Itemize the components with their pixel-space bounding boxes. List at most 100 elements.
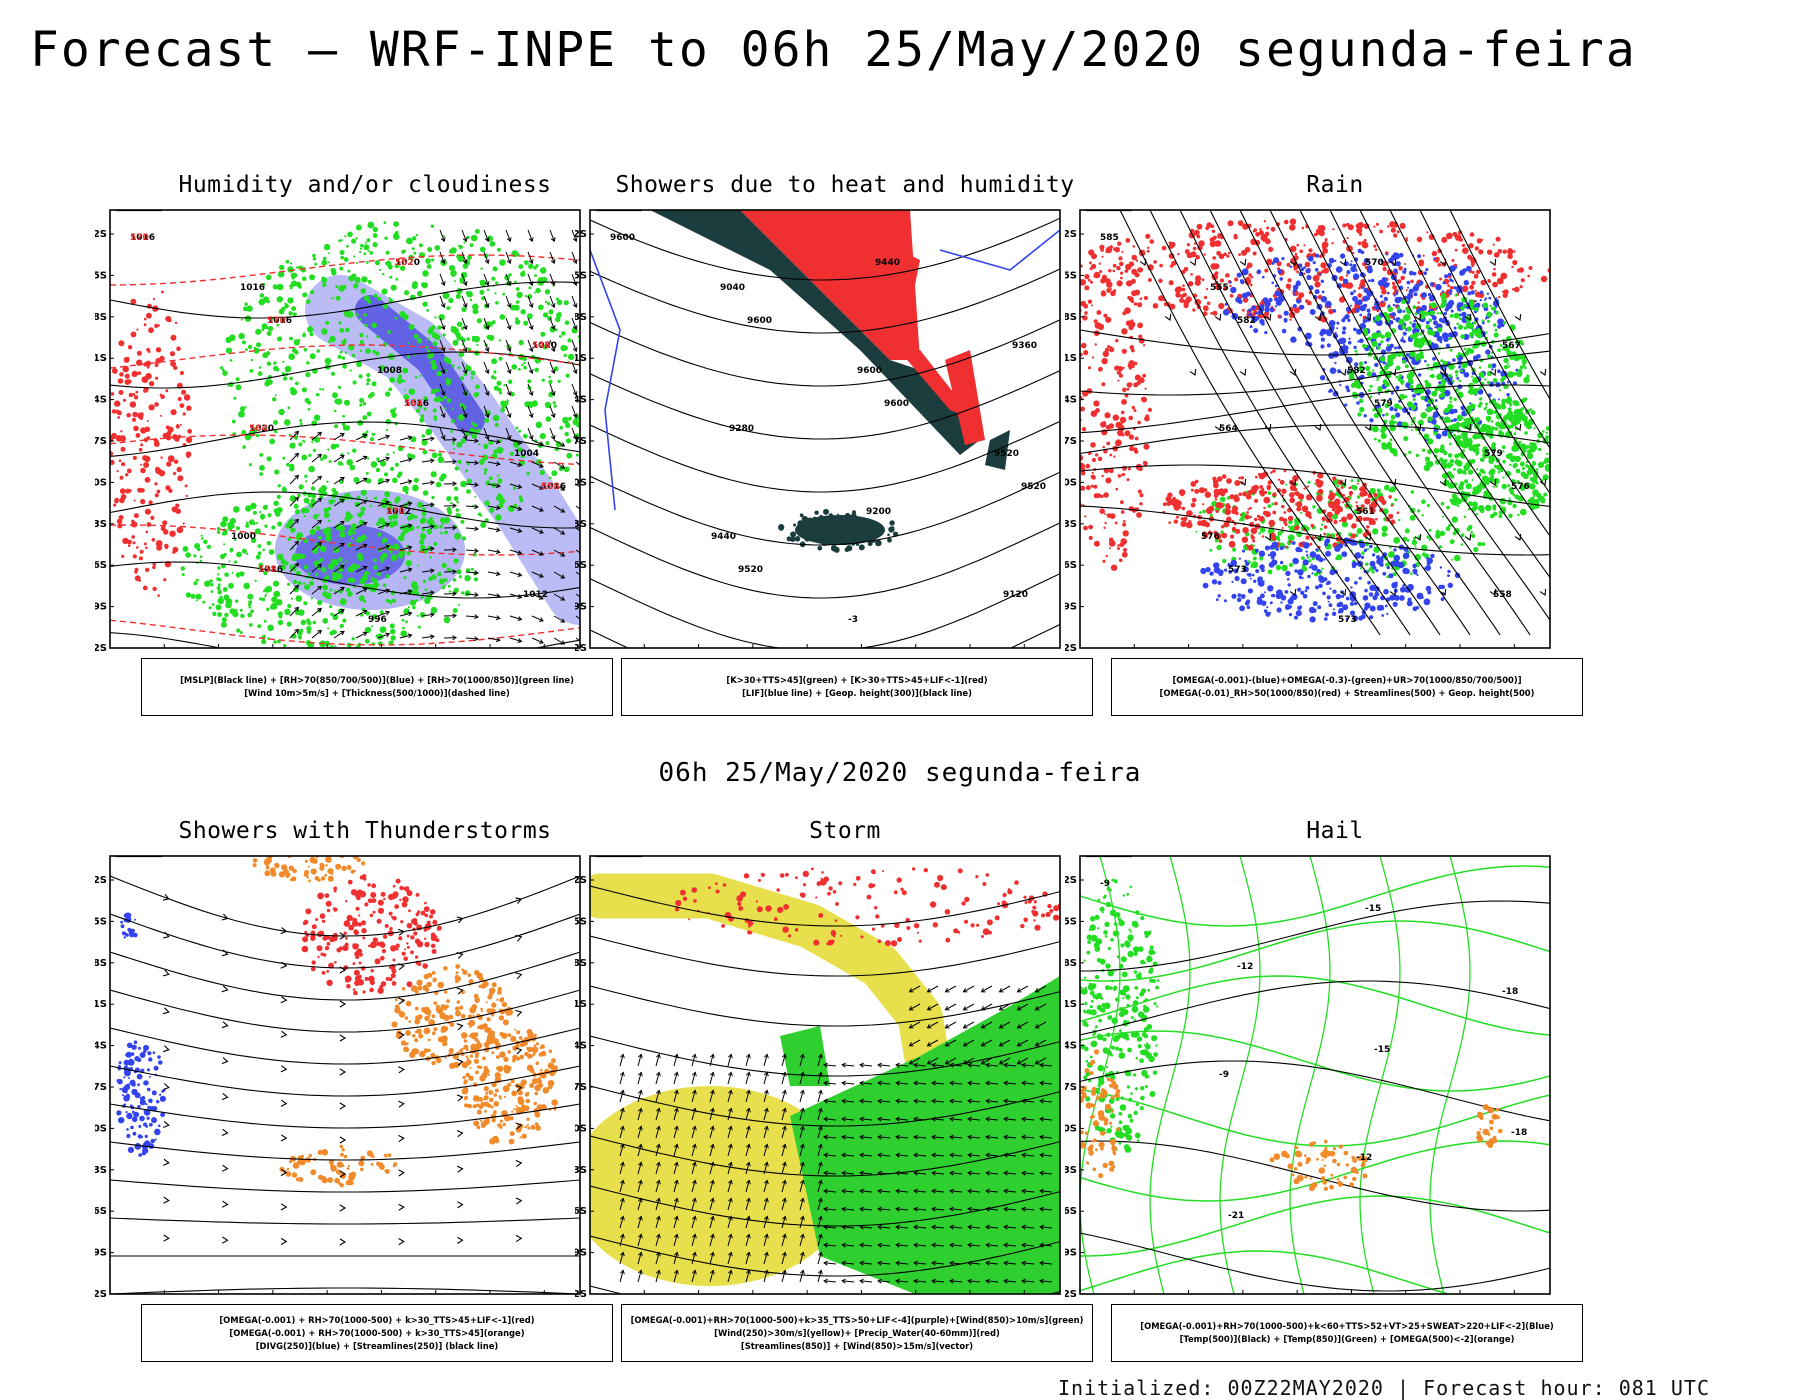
humidity-contour-label: 1004 — [514, 449, 539, 459]
lat-tick-label: 33S — [575, 519, 587, 530]
legend-line: [Wind 10m>5m/s] + [Thickness(500/1000)](… — [244, 688, 510, 698]
lat-tick-label: 24S — [95, 1041, 107, 1052]
rain-contour-label: 570 — [1365, 258, 1384, 268]
legend-line: [K>30+TTS>45](green) + [K>30+TTS>45+LIF<… — [726, 675, 988, 685]
lat-tick-label: 15S — [1065, 270, 1077, 281]
legend-line: [MSLP](Black line) + [RH>70(850/700/500)… — [180, 675, 574, 685]
lat-tick-label: 33S — [95, 519, 107, 530]
lat-tick-label: 27S — [575, 436, 587, 447]
map-thunder: 12S15S18S21S24S27S30S33S36S39S42S70W65W6… — [95, 855, 581, 1298]
hail-contour-label: -12 — [1237, 962, 1253, 972]
hail-contour-label: -9 — [1100, 879, 1110, 889]
lat-tick-label: 21S — [95, 999, 107, 1010]
lat-tick-label: 12S — [1065, 875, 1077, 886]
panel-title: Humidity and/or cloudiness — [178, 172, 552, 198]
lat-tick-label: 39S — [95, 1248, 107, 1259]
hail-contour-label: -15 — [1374, 1045, 1390, 1055]
lat-tick-label: 30S — [575, 1123, 587, 1134]
legend-line: [Streamlines(850)] + [Wind(850)>15m/s](v… — [740, 1340, 974, 1351]
lat-tick-label: 27S — [575, 1082, 587, 1093]
humidity-contour-label: 1020 — [532, 341, 557, 351]
lat-tick-label: 42S — [1065, 1289, 1077, 1298]
panel-legend: [OMEGA(-0.001)+RH>70(1000-500)+k>35_TTS>… — [621, 1304, 1093, 1362]
panel-legend: [K>30+TTS>45](green) + [K>30+TTS>45+LIF<… — [621, 658, 1093, 716]
humidity-contour-label: 1016 — [258, 565, 283, 575]
rain-contour-label: 582 — [1237, 316, 1256, 326]
humidity-thickness-contour-label: 564 — [249, 424, 268, 434]
panel-rain: 585 582 579 576 573 570 567 564 561 558 555 582 579 5… — [1065, 172, 1605, 732]
rain-contour-label: 573 — [1338, 615, 1357, 625]
panel-title: Showers due to heat and humidity — [615, 172, 1075, 198]
showers-contour-label: 9600 — [747, 316, 772, 326]
showers-contour-label: 9040 — [720, 283, 745, 293]
lat-tick-label: 39S — [95, 602, 107, 613]
lat-tick-label: 12S — [575, 875, 587, 886]
lat-tick-label: 15S — [95, 916, 107, 927]
panel-showers: 9600 9600 9600 9520 9520 9440 9360 9280 9200 9120… — [575, 172, 1115, 732]
rain-contour-label: 576 — [1511, 482, 1530, 492]
panel-title: Rain — [1306, 172, 1364, 198]
lat-tick-label: 39S — [575, 602, 587, 613]
panel-legend: [OMEGA(-0.001) + RH>70(1000-500) + k>30_… — [141, 1304, 613, 1362]
legend-line: [OMEGA(-0.001) + RH>70(1000-500) + k>30_… — [219, 1314, 535, 1325]
showers-contour-label: -3 — [848, 615, 858, 625]
lat-tick-label: 42S — [575, 1289, 587, 1298]
lat-tick-label: 30S — [95, 477, 107, 488]
showers-contour-label: 9600 — [884, 399, 909, 409]
panel-hail: -9 -12 -15 -18 -21 -15 -18 -9 -12 12S 15S 18S 21S 24S… — [1065, 818, 1605, 1378]
showers-contour-label: 9520 — [1021, 482, 1046, 492]
hail-contour-label: -18 — [1511, 1128, 1527, 1138]
map-humidity: 1016 1016 1016 1016 1016 1020 1020 1020 1012 1012… — [95, 209, 581, 652]
lat-tick-label: 36S — [1065, 560, 1077, 571]
lat-tick-label: 15S — [575, 270, 587, 281]
rain-contour-label: 567 — [1502, 341, 1521, 351]
showers-contour-label: 9120 — [1003, 590, 1028, 600]
lat-tick-label: 24S — [1065, 1041, 1077, 1052]
lat-tick-label: 24S — [575, 395, 587, 406]
hail-contour-label: -18 — [1502, 987, 1518, 997]
panel-legend: [OMEGA(-0.001)+RH>70(1000-500)+k<60+TTS>… — [1111, 1304, 1583, 1362]
lat-tick-label: 18S — [1065, 958, 1077, 969]
humidity-contour-label: 1008 — [377, 366, 402, 376]
showers-contour-label: 9360 — [1012, 341, 1037, 351]
panel-humidity: 1016 1016 1016 1016 1016 1020 1020 1020 1012 1012… — [95, 172, 635, 732]
humidity-thickness-contour-label: 564 — [404, 399, 423, 409]
humidity-contour-label: 1016 — [541, 482, 566, 492]
lat-tick-label: 24S — [575, 1041, 587, 1052]
humidity-thickness-contour-label: 552 — [395, 258, 414, 268]
lat-tick-label: 42S — [1065, 643, 1077, 652]
map-rain: 585 582 579 576 573 570 567 564 561 558 555 582 579 5… — [1065, 209, 1551, 652]
rain-contour-label: 573 — [1228, 565, 1247, 575]
page-title: Forecast – WRF-INPE to 06h 25/May/2020 s… — [30, 22, 1637, 78]
legend-line: [OMEGA(-0.01)_RH>50(1000/850)(red) + Str… — [1159, 688, 1535, 698]
rain-contour-label: 585 — [1100, 233, 1119, 243]
legend-line: [OMEGA(-0.001) + RH>70(1000-500) + k>30_… — [229, 1327, 525, 1338]
rain-contour-label: 579 — [1374, 399, 1393, 409]
lat-tick-label: 15S — [95, 270, 107, 281]
rain-contour-label: 555 — [1210, 283, 1229, 293]
humidity-contour-label: 1000 — [231, 532, 256, 542]
lat-tick-label: 18S — [575, 958, 587, 969]
legend-line: [Wind(250)>30m/s](yellow)+ [Precip_Water… — [714, 1327, 1000, 1338]
legend-line: [LIF](blue line) + [Geop. height(300)](b… — [742, 688, 972, 698]
lat-tick-label: 18S — [1065, 312, 1077, 323]
legend-line: [OMEGA(-0.001)+RH>70(1000-500)+k>35_TTS>… — [630, 1314, 1084, 1325]
humidity-contour-label: 1020 — [395, 258, 420, 268]
humidity-contour-label: 1016 — [130, 233, 155, 243]
lat-tick-label: 36S — [575, 560, 587, 571]
lat-tick-label: 27S — [1065, 436, 1077, 447]
humidity-thickness-contour-label: 570 — [267, 316, 286, 326]
rain-contour-label: 579 — [1484, 449, 1503, 459]
lat-tick-label: 42S — [95, 643, 107, 652]
lat-tick-label: 15S — [575, 916, 587, 927]
lat-tick-label: 18S — [95, 312, 107, 323]
panel-title: Hail — [1306, 818, 1364, 844]
lat-tick-label: 12S — [95, 229, 107, 240]
lat-tick-label: 21S — [1065, 353, 1077, 364]
legend-line: [Temp(500)](Black) + [Temp(850)](Green) … — [1179, 1334, 1515, 1344]
humidity-contour-label: 1012 — [523, 590, 548, 600]
lat-tick-label: 33S — [1065, 1165, 1077, 1176]
legend-line: [OMEGA(-0.001)+RH>70(1000-500)+k<60+TTS>… — [1140, 1321, 1554, 1331]
rain-contour-label: 561 — [1356, 507, 1375, 517]
valid-time-title: 06h 25/May/2020 segunda-feira — [658, 758, 1142, 788]
